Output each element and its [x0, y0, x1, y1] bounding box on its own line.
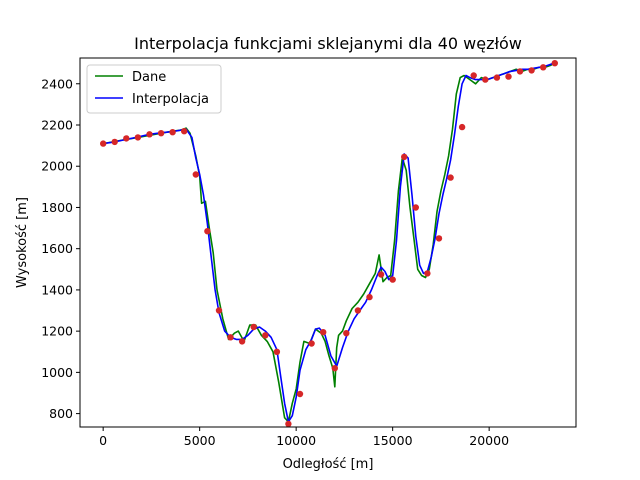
node-point — [308, 340, 315, 347]
node-point — [169, 129, 176, 136]
node-point — [343, 330, 350, 337]
node-point — [505, 73, 512, 80]
node-point — [215, 307, 223, 314]
series-line-interpolacja — [102, 62, 556, 423]
node-point — [424, 270, 431, 277]
node-point — [516, 68, 524, 75]
node-point — [447, 174, 454, 181]
node-point — [238, 338, 246, 345]
node-point — [192, 171, 199, 178]
y-tick-label: 1000 — [41, 365, 73, 380]
legend-label-interpolacja: Interpolacja — [132, 92, 209, 107]
node-point — [296, 390, 304, 398]
node-point — [181, 128, 188, 135]
node-point — [354, 307, 362, 314]
y-tick-label: 2000 — [41, 159, 73, 174]
y-tick-label: 1200 — [41, 324, 73, 339]
axis-ticks: 0 5000 10000 15000 20000 800 1000 1200 1400 1600 1… — [41, 76, 509, 448]
legend: Dane Interpolacja — [86, 64, 222, 114]
node-point — [458, 123, 466, 131]
legend-box — [86, 64, 222, 114]
node-point — [146, 131, 153, 138]
node-point — [389, 276, 396, 283]
node-point — [435, 235, 443, 242]
node-point — [111, 138, 118, 146]
node-point — [227, 334, 234, 341]
node-point — [401, 153, 408, 161]
x-tick-label: 0 — [99, 433, 107, 448]
node-point — [285, 420, 292, 428]
node-point — [320, 329, 327, 336]
axes-frame — [79, 57, 577, 428]
node-point — [470, 72, 477, 79]
node-point — [123, 135, 130, 142]
y-tick-label: 1800 — [41, 200, 73, 215]
node-point — [157, 130, 165, 137]
x-tick-label: 10000 — [276, 433, 316, 448]
series-line-dane — [102, 62, 556, 423]
node-point — [331, 365, 338, 372]
node-point — [366, 293, 373, 301]
legend-label-dane: Dane — [132, 70, 166, 85]
node-point — [250, 323, 257, 331]
y-tick-label: 1600 — [41, 241, 73, 256]
node-point — [134, 134, 142, 141]
node-point — [273, 348, 281, 355]
y-tick-label: 1400 — [41, 282, 73, 297]
node-point — [493, 74, 501, 81]
x-tick-label: 20000 — [469, 433, 509, 448]
x-tick-label: 15000 — [373, 433, 413, 448]
chart-title: Interpolacja funkcjami sklejanymi dla 40… — [134, 34, 522, 53]
node-point — [262, 332, 269, 339]
x-tick-label: 5000 — [184, 433, 216, 448]
node-point — [412, 204, 419, 211]
y-tick-label: 800 — [49, 406, 73, 421]
node-point — [482, 76, 489, 83]
y-tick-label: 2200 — [41, 117, 73, 132]
x-axis-label: Odległość [m] — [283, 457, 374, 472]
plot-area — [100, 60, 558, 428]
node-point — [551, 60, 558, 67]
y-tick-label: 2400 — [41, 76, 73, 91]
node-point — [100, 140, 107, 147]
node-point — [540, 64, 547, 71]
node-point — [204, 228, 211, 235]
y-axis-label: Wysokość [m] — [15, 197, 30, 288]
node-point — [377, 271, 385, 278]
node-point — [528, 67, 535, 74]
